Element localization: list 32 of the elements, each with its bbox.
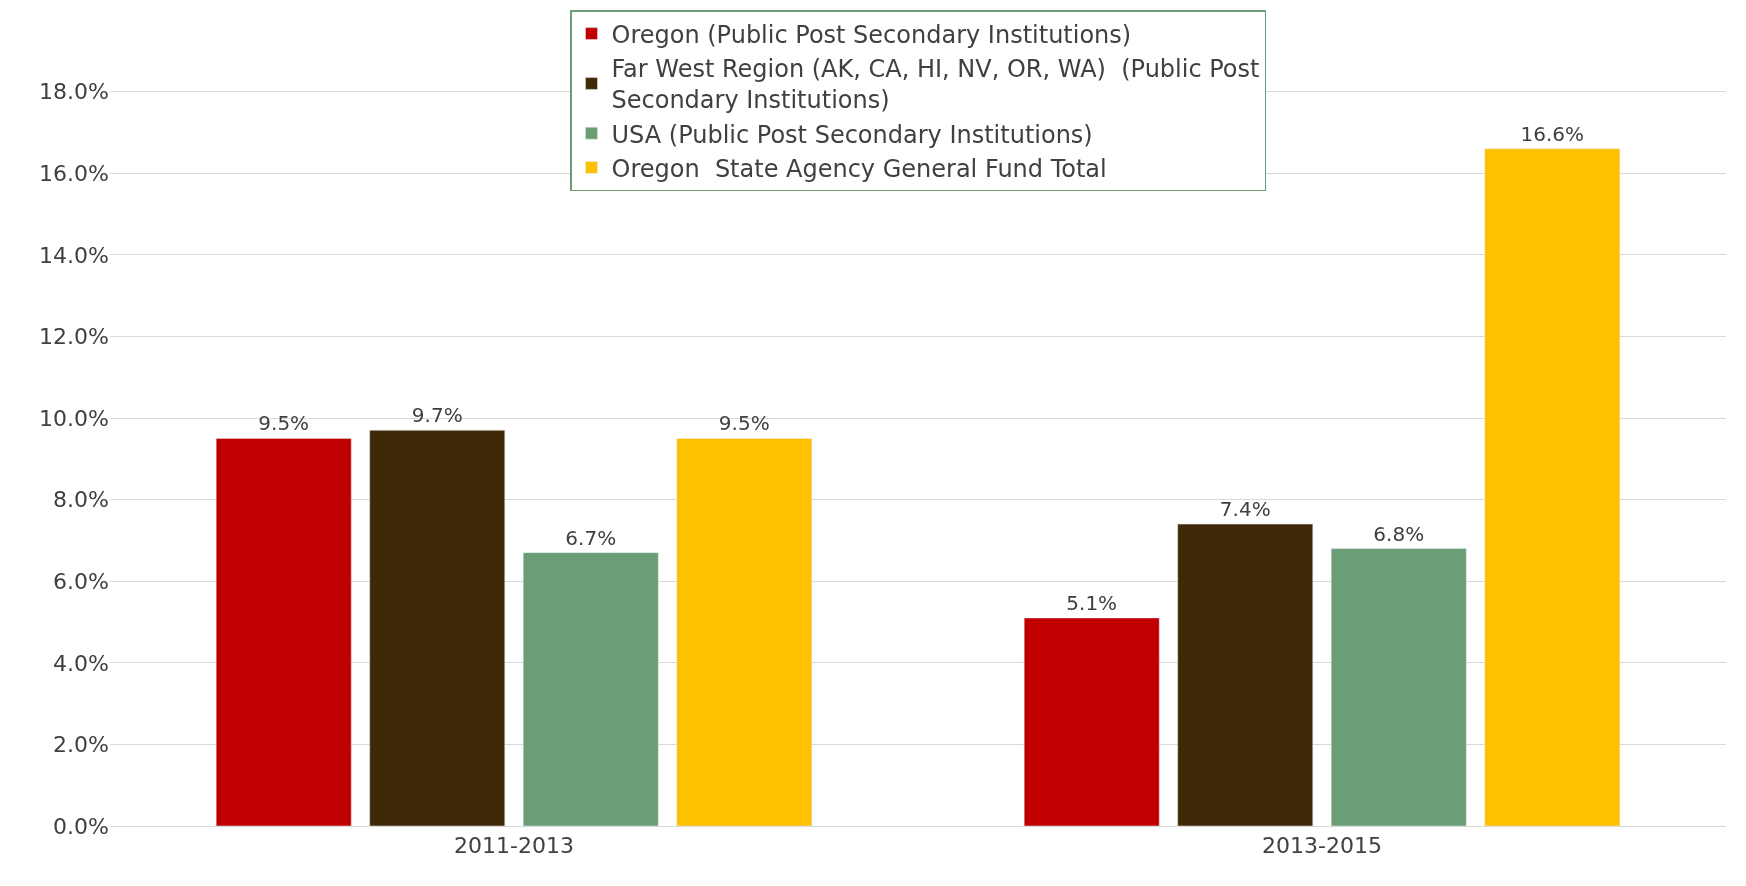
bar — [369, 429, 506, 826]
y-tick-label: 6.0% — [53, 568, 109, 594]
bar — [1177, 523, 1314, 826]
data-label: 9.5% — [258, 411, 310, 436]
legend-label: USA (Public Post Secondary Institutions) — [611, 120, 1093, 149]
x-tick-label: 2011-2013 — [454, 833, 574, 859]
y-tick-label: 12.0% — [39, 324, 109, 350]
bar — [522, 552, 659, 826]
x-tick-label: 2013-2015 — [1262, 833, 1382, 859]
data-label: 5.1% — [1066, 590, 1118, 615]
data-label: 7.4% — [1219, 497, 1271, 522]
y-tick-label: 18.0% — [39, 79, 109, 105]
y-tick-label: 14.0% — [39, 242, 109, 268]
data-label: 6.7% — [565, 525, 617, 550]
y-tick-label: 10.0% — [39, 405, 109, 431]
legend-label: Oregon (Public Post Secondary Institutions) — [611, 20, 1132, 49]
y-tick-label: 8.0% — [53, 487, 109, 513]
data-label: 6.8% — [1373, 521, 1425, 546]
y-tick-label: 0.0% — [53, 813, 109, 839]
legend-label: Oregon State Agency General Fund Total — [611, 154, 1107, 183]
bar — [1484, 148, 1621, 826]
data-label: 9.5% — [718, 411, 770, 436]
bar — [1330, 548, 1467, 826]
y-tick-label: 4.0% — [53, 650, 109, 676]
bar — [215, 438, 352, 826]
data-label: 16.6% — [1520, 121, 1585, 146]
bar — [676, 438, 813, 826]
bar — [1023, 617, 1160, 826]
legend-label: Far West Region (AK, CA, HI, NV, OR, WA) (Public Post Secondary Institutions) — [611, 55, 1260, 115]
data-label: 9.7% — [411, 403, 463, 428]
y-tick-label: 16.0% — [39, 160, 109, 186]
y-tick-label: 2.0% — [53, 732, 109, 758]
